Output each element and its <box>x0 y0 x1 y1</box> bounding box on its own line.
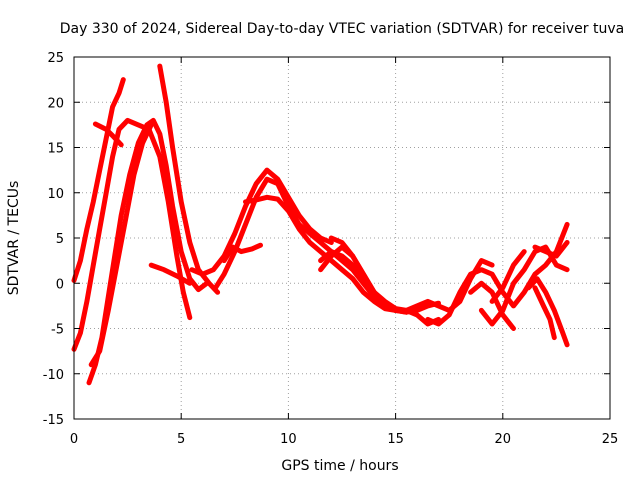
x-tick-label: 25 <box>602 432 619 447</box>
y-tick-label: -15 <box>43 413 64 428</box>
y-tick-label: 0 <box>56 277 64 292</box>
y-tick-label: 15 <box>47 142 64 157</box>
series-arc-18 <box>489 249 527 304</box>
y-tick-label: 25 <box>47 51 64 66</box>
x-tick-label: 0 <box>70 432 78 447</box>
series-arc-22 <box>532 240 570 259</box>
y-tick-label: 20 <box>47 96 64 111</box>
y-tick-label: -10 <box>43 368 64 383</box>
data-series <box>71 63 570 386</box>
series-arc-4 <box>86 117 210 386</box>
y-axis-label: SDTVAR / TECUs <box>6 181 22 296</box>
grid <box>74 57 610 419</box>
x-tick-label: 10 <box>280 432 297 447</box>
series-arc-7 <box>148 262 193 286</box>
series-arc-21 <box>532 285 557 341</box>
chart-title: Day 330 of 2024, Sidereal Day-to-day VTE… <box>60 21 624 37</box>
x-tick-label: 15 <box>387 432 404 447</box>
axis-ticks: 0 5 10 15 20 25 -15 -10 -5 0 5 10 15 20 25 <box>43 51 619 447</box>
y-tick-label: 5 <box>56 232 64 247</box>
series-arc-16 <box>425 221 570 327</box>
series-arc-9 <box>213 176 399 313</box>
series-arc-14 <box>328 235 441 327</box>
series-arc-6 <box>157 63 221 295</box>
series-arc-19 <box>478 244 570 327</box>
series-arc-8 <box>189 167 334 277</box>
series-arc-17 <box>468 280 516 331</box>
series-arc-2 <box>71 77 126 283</box>
series-arc-5 <box>88 122 154 368</box>
series-arc-1 <box>71 117 193 352</box>
series-arc-3 <box>92 121 124 148</box>
y-tick-label: -5 <box>51 323 64 338</box>
series-arc-20 <box>526 276 570 348</box>
x-tick-label: 20 <box>495 432 512 447</box>
y-tick-label: 10 <box>47 187 64 202</box>
x-tick-label: 5 <box>177 432 185 447</box>
x-axis-label: GPS time / hours <box>281 458 398 474</box>
series-arc-10 <box>221 242 263 264</box>
